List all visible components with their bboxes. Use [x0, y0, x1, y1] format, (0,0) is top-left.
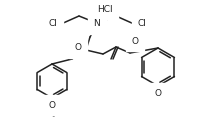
Text: O: O	[131, 37, 138, 45]
Text: HCl: HCl	[97, 4, 113, 14]
Text: Cl: Cl	[49, 19, 57, 29]
Text: Cl: Cl	[138, 19, 146, 29]
Text: O: O	[49, 101, 56, 110]
Text: O: O	[74, 44, 81, 53]
Text: O: O	[155, 88, 162, 98]
Text: N: N	[94, 19, 100, 29]
